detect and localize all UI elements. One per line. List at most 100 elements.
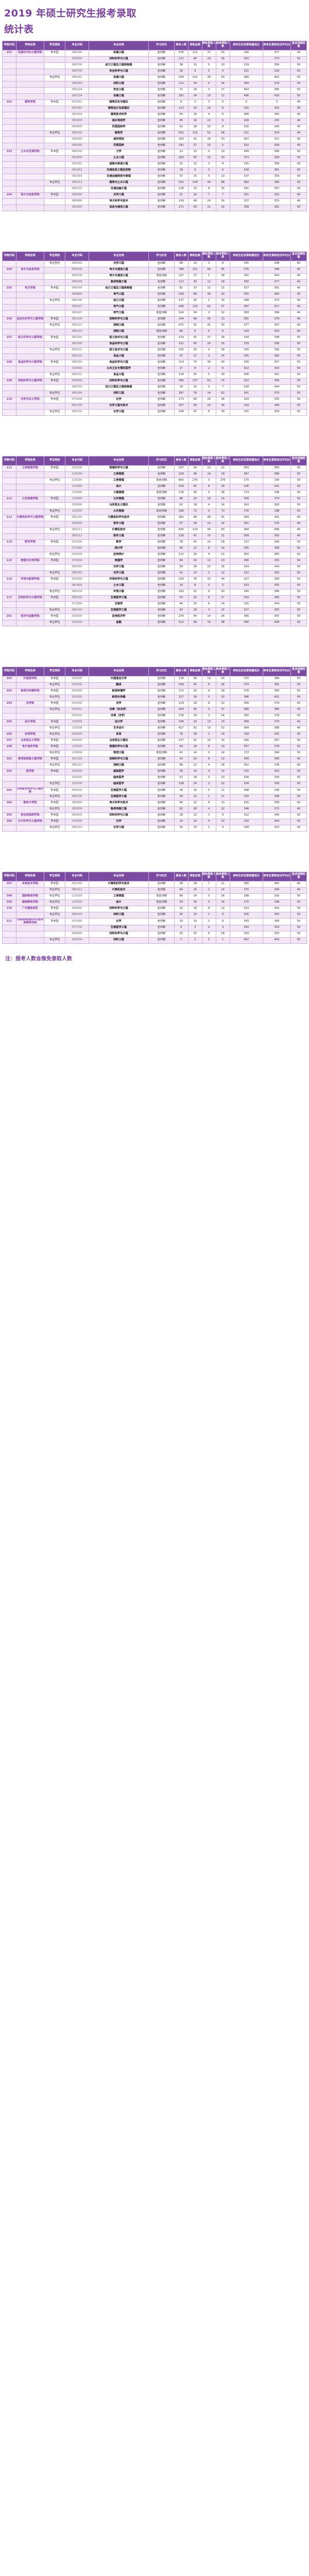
cell-college-code: 112 bbox=[2, 496, 16, 503]
cell-lowest-score: 350 bbox=[229, 279, 263, 286]
cell-study-form: 全日制 bbox=[148, 136, 175, 143]
cell-study-form: 全日制 bbox=[148, 800, 175, 807]
cell-major-code: 125604 bbox=[65, 750, 89, 757]
cell-college-name bbox=[15, 781, 44, 788]
cell-recommended: 12 bbox=[201, 675, 216, 683]
cell-recommended: 6 bbox=[201, 483, 216, 490]
cell-admitted-total: 28 bbox=[187, 700, 202, 707]
table-row: 113 计算机科学与工程学院 学术型 081200 计算机科学与技术 全日制 381 89 48… bbox=[2, 514, 307, 521]
cell-applicants: 96 bbox=[174, 496, 188, 503]
cell-avg-score: 350 bbox=[262, 911, 291, 919]
table-row: 专业学位 085210 控制工程 全日制 88 22 4 18 352 378 40 bbox=[2, 762, 307, 769]
cell-major-code: 080800 bbox=[65, 291, 89, 298]
cell-major-name: 生物学 bbox=[88, 601, 149, 608]
cell-lowest-score: 341 bbox=[229, 273, 263, 280]
cell-recommended: 4 bbox=[201, 762, 216, 769]
cell-weight: 50 bbox=[290, 539, 307, 546]
cell-recommended: 2 bbox=[201, 570, 216, 577]
cell-recommended: 48 bbox=[201, 514, 216, 521]
cell-study-form: 全日制 bbox=[148, 378, 175, 385]
cell-avg-score: 378 bbox=[262, 713, 291, 720]
cell-recommended: 1 bbox=[201, 793, 216, 801]
cell-recommended: 14 bbox=[201, 613, 216, 620]
cell-college-name bbox=[15, 297, 44, 304]
cell-exam-admitted: 276 bbox=[215, 477, 230, 484]
cell-avg-score: 374 bbox=[262, 496, 291, 503]
cell-lowest-score: 352 bbox=[229, 762, 263, 769]
cell-avg-score: 356 bbox=[262, 378, 291, 385]
cell-avg-score: 356 bbox=[262, 576, 291, 583]
table-row: 203 新闻与传播学院 学术型 050300 新闻传播学 全日制 172 25 9 16 378 39… bbox=[2, 688, 307, 695]
cell-study-form: 全日制 bbox=[148, 924, 175, 931]
cell-major-name: 设计学 bbox=[88, 719, 149, 726]
cell-admitted-total: 58 bbox=[187, 402, 202, 410]
cell-college-code bbox=[2, 409, 16, 416]
cell-avg-score: 344 bbox=[262, 601, 291, 608]
cell-exam-admitted: 26 bbox=[215, 930, 230, 938]
cell-avg-score: 241 bbox=[262, 483, 291, 490]
cell-applicants: 2 bbox=[174, 937, 188, 944]
cell-degree-type bbox=[43, 471, 66, 478]
cell-exam-admitted: 52 bbox=[215, 725, 230, 732]
cell-lowest-score: 354 bbox=[229, 87, 263, 94]
cell-major-name: 应用经济学 bbox=[88, 613, 149, 620]
cell-admitted-total: 32 bbox=[187, 105, 202, 112]
cell-weight: 50 bbox=[290, 694, 307, 701]
cell-avg-score: 353 bbox=[262, 328, 291, 335]
cell-applicants: 131 bbox=[174, 551, 188, 558]
cell-lowest-score: 331 bbox=[229, 260, 263, 267]
cell-study-form: 全日制 bbox=[148, 601, 175, 608]
cell-major-code: 085204 bbox=[65, 911, 89, 919]
cell-avg-score: 334 bbox=[262, 130, 291, 137]
cell-degree-type bbox=[43, 502, 66, 509]
cell-college-name bbox=[15, 198, 44, 205]
cell-degree-type bbox=[43, 161, 66, 168]
cell-avg-score: 358 bbox=[262, 341, 291, 348]
header-college-code: 学院代码 bbox=[2, 666, 16, 676]
table-row: 专业学位 085216 化学工程 全日制 30 10 1 9 328 352 50 bbox=[2, 824, 307, 832]
cell-college-name bbox=[15, 204, 44, 211]
cell-college-name bbox=[15, 489, 44, 497]
cell-degree-type: 学术型 bbox=[43, 688, 66, 695]
cell-weight: 40 bbox=[290, 105, 307, 112]
cell-weight: 40 bbox=[290, 99, 307, 106]
cell-weight: 50 bbox=[290, 402, 307, 410]
cell-avg-score: 387 bbox=[262, 613, 291, 620]
cell-degree-type: 专业学位 bbox=[43, 297, 66, 304]
cell-major-name: 化学工程 bbox=[88, 409, 149, 416]
header-college-name: 学院名称 bbox=[15, 455, 44, 466]
cell-exam-admitted: 32 bbox=[215, 310, 230, 317]
cell-college-code bbox=[2, 185, 16, 193]
cell-lowest-score: 349 bbox=[229, 148, 263, 156]
cell-degree-type bbox=[43, 930, 66, 938]
cell-weight: 40 bbox=[290, 136, 307, 143]
cell-study-form: 全日制 bbox=[148, 99, 175, 106]
cell-admitted-total: 10 bbox=[187, 384, 202, 391]
cell-lowest-score: 318 bbox=[229, 167, 263, 174]
cell-major-code: 085208 bbox=[65, 273, 89, 280]
cell-applicants: 45 bbox=[174, 117, 188, 125]
cell-lowest-score: 326 bbox=[229, 911, 263, 919]
cell-major-name: 化学 bbox=[88, 396, 149, 403]
cell-major-name: 翻译 bbox=[88, 682, 149, 689]
cell-college-name bbox=[15, 185, 44, 193]
cell-major-name: 临床医学 bbox=[88, 781, 149, 788]
cell-college-name bbox=[15, 161, 44, 168]
cell-recommended: 10 bbox=[201, 564, 216, 571]
cell-lowest-score: 358 bbox=[229, 204, 263, 211]
cell-college-name bbox=[15, 937, 44, 944]
cell-admitted-total: 46 bbox=[187, 56, 202, 63]
cell-lowest-score: 321 bbox=[229, 68, 263, 75]
header-college-name: 学院名称 bbox=[15, 251, 44, 261]
cell-major-code: 080500 bbox=[65, 812, 89, 819]
cell-exam-admitted: 0 bbox=[215, 99, 230, 106]
cell-applicants: 38 bbox=[174, 880, 188, 888]
cell-college-code: 113 bbox=[2, 514, 16, 521]
table-row: 专业学位 085206 动力工程 全日制 137 26 1 25 348 373 40 bbox=[2, 297, 307, 304]
cell-recommended: 0 bbox=[201, 489, 216, 497]
cell-recommended: 1 bbox=[201, 273, 216, 280]
cell-lowest-score: 318 bbox=[229, 818, 263, 825]
table-row: 专业学位 085213 建筑与土木工程 全日制 542 128 40 88 362 385 50 bbox=[2, 179, 307, 187]
cell-lowest-score: 318 bbox=[229, 731, 263, 738]
cell-exam-admitted: 28 bbox=[215, 539, 230, 546]
